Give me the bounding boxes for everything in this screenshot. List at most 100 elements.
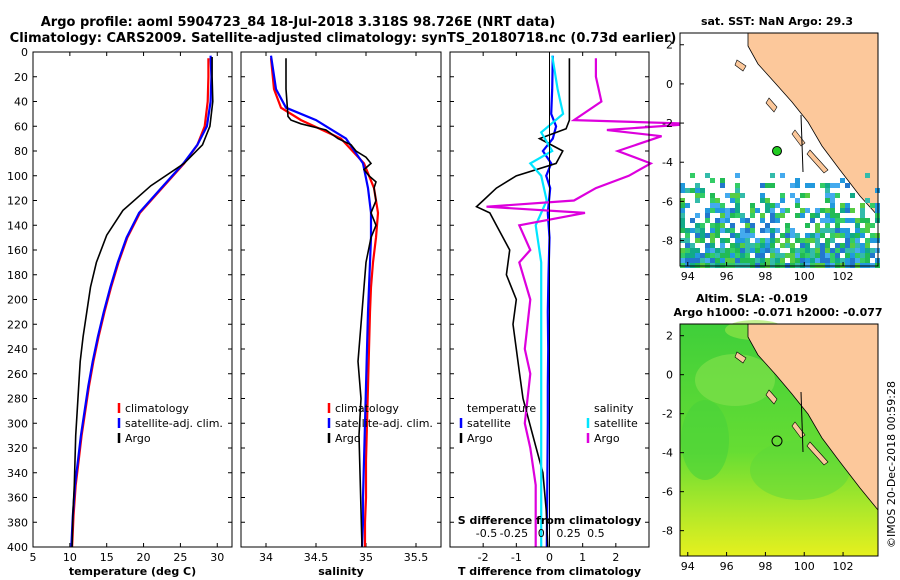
title-line-1: Argo profile: aoml 5904723_84 18-Jul-201…: [41, 15, 556, 30]
y-tick-label: 340: [7, 467, 28, 480]
sst-cell: [780, 208, 785, 213]
sst-cell: [690, 243, 695, 248]
sst-cell: [840, 243, 845, 248]
sst-cell: [705, 248, 710, 253]
sst-cell: [710, 248, 715, 253]
sst-cell: [710, 208, 715, 213]
sst-cell: [720, 208, 725, 213]
sst-cell: [750, 208, 755, 213]
temperature-panel: 0 20 40 60 80 100 120 140 160 180 200 220 240 260 280 3…: [7, 46, 233, 578]
sst-cell: [695, 258, 700, 263]
sla-map-axes: 94 96 98 100 102 2 0 -2 -4 -6 -8: [662, 330, 854, 573]
sst-cell: [820, 253, 825, 258]
legend-label: climatology: [125, 402, 189, 415]
sst-cell: [845, 248, 850, 253]
y-tick-label: 260: [7, 368, 28, 381]
sst-cell: [835, 183, 840, 188]
series-line: [528, 55, 565, 547]
series-line: [285, 58, 377, 548]
sst-cell: [835, 233, 840, 238]
sst-cell: [775, 258, 780, 263]
sst-cell: [695, 188, 700, 193]
map-y-tick-label: 0: [666, 78, 673, 91]
sst-cell: [770, 183, 775, 188]
top-tick-label: 0.25: [556, 527, 581, 540]
sst-cell: [715, 203, 720, 208]
sst-cell: [715, 223, 720, 228]
sst-cell: [705, 233, 710, 238]
map-y-tick-label: -4: [662, 447, 673, 460]
y-tick-label: 60: [14, 120, 28, 133]
sst-cell: [830, 258, 835, 263]
sst-cell: [795, 203, 800, 208]
sst-cell: [810, 248, 815, 253]
sst-cell: [740, 253, 745, 258]
sst-cell: [755, 253, 760, 258]
sla-map-patch-3: [750, 440, 850, 500]
sst-cell: [765, 258, 770, 263]
legend-label: Argo: [467, 432, 493, 445]
sst-cell: [720, 248, 725, 253]
sst-cell: [695, 198, 700, 203]
sst-cell: [810, 183, 815, 188]
sst-cell: [825, 188, 830, 193]
map-y-tick-label: 0: [666, 369, 673, 382]
y-tick-label: 240: [7, 343, 28, 356]
sst-cell: [770, 238, 775, 243]
sst-cell: [870, 203, 875, 208]
sst-cell: [825, 248, 830, 253]
y-tick-label: 100: [7, 170, 28, 183]
sst-cell: [870, 238, 875, 243]
legend-label: Argo: [594, 432, 620, 445]
sst-cell: [735, 258, 740, 263]
y-tick-label: 140: [7, 219, 28, 232]
sst-cell: [745, 248, 750, 253]
map-y-tick-label: 2: [666, 330, 673, 343]
sst-cell: [750, 213, 755, 218]
sst-cell: [830, 248, 835, 253]
sst-cell: [785, 233, 790, 238]
map-y-tick-label: -8: [662, 525, 673, 538]
sst-cell: [830, 203, 835, 208]
sst-cell: [750, 203, 755, 208]
sst-cell: [850, 238, 855, 243]
top-tick-label: -0.5: [476, 527, 497, 540]
sst-cell: [755, 208, 760, 213]
sst-cell: [740, 233, 745, 238]
sst-map: 94 96 98 100 102 2 0 -2 -4 -6 -8: [662, 32, 880, 283]
map-x-tick-label: 96: [720, 560, 734, 573]
sst-cell: [845, 203, 850, 208]
sst-cell: [845, 233, 850, 238]
map-x-tick-label: 100: [794, 270, 815, 283]
sst-cell: [715, 233, 720, 238]
y-tick-label: 280: [7, 393, 28, 406]
sst-cell: [865, 258, 870, 263]
sst-cell: [765, 238, 770, 243]
sst-cell: [830, 198, 835, 203]
sst-cell: [780, 173, 785, 178]
sst-cell: [750, 258, 755, 263]
map-x-tick-label: 102: [833, 560, 854, 573]
map-x-tick-label: 96: [720, 270, 734, 283]
map-y-tick-label: -8: [662, 235, 673, 248]
sst-cell: [840, 203, 845, 208]
sst-cell: [840, 258, 845, 263]
sst-map-island-nias: [765, 97, 778, 113]
sla-map-patch-2: [681, 400, 729, 480]
sst-cell: [845, 238, 850, 243]
sst-cell: [715, 248, 720, 253]
sst-cell: [780, 193, 785, 198]
salinity-panel: 34 34.5 35 35.5 salinity climatology satellite…: [240, 51, 442, 578]
sst-cell: [790, 243, 795, 248]
sst-cell: [825, 223, 830, 228]
x-tick-label: 2: [612, 551, 619, 564]
series-line: [269, 58, 380, 547]
sst-cell: [725, 228, 730, 233]
sst-cell: [725, 238, 730, 243]
sla-map-boundary: [800, 391, 804, 453]
sst-cell: [725, 258, 730, 263]
sst-cell: [695, 223, 700, 228]
sst-cell: [680, 208, 685, 213]
sst-cell: [760, 253, 765, 258]
sst-cell: [855, 223, 860, 228]
